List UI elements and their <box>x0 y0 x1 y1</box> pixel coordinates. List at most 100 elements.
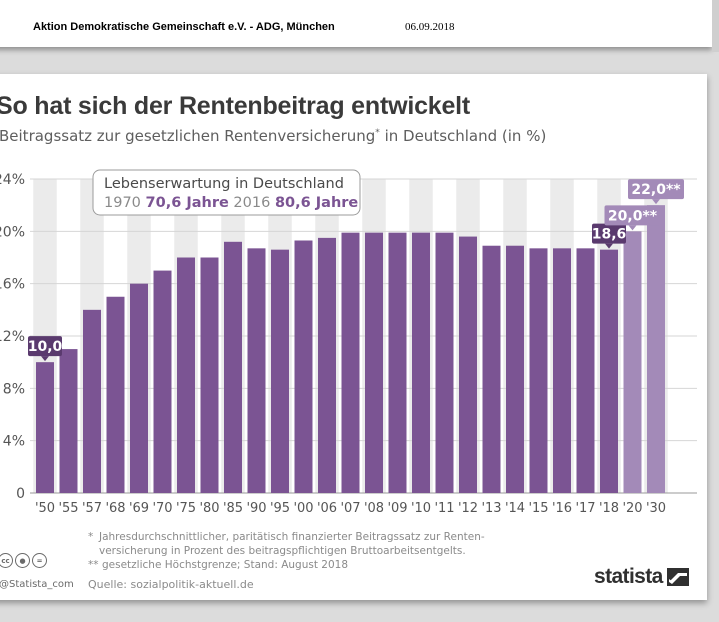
x-tick-label: '68 <box>105 501 125 516</box>
footnote-1: * Jahresdurchschnittlicher, paritätisch … <box>88 530 485 544</box>
footnote-mark: * <box>88 531 94 543</box>
bar <box>435 232 454 493</box>
value-label-pointer <box>628 225 637 231</box>
bar <box>647 205 665 493</box>
bar <box>130 283 148 493</box>
bar <box>106 296 125 493</box>
value-label-pointer <box>652 199 660 205</box>
bar <box>36 362 54 493</box>
x-tick-label: '50 <box>35 501 55 516</box>
x-tick-label: '70 <box>152 501 172 516</box>
y-axis: 0 4% 8% 12% 16% 20% 24% <box>0 172 25 502</box>
x-tick-label: '06 <box>317 501 337 516</box>
y-tick-label: 0 <box>16 486 25 502</box>
footnote-text: gesetzliche Höchstgrenze; Stand: August … <box>102 559 349 571</box>
value-labels: 10,0 18,6 20,0** 22,0** <box>28 179 684 362</box>
x-tick-label: '07 <box>340 501 360 516</box>
chart-subtitle-text: Beitragssatz zur gesetzlichen Rentenvers… <box>0 127 376 145</box>
footnote-continuation: versicherung in Prozent des beitragspfli… <box>99 545 466 557</box>
license-icons: cc ● = <box>0 553 47 568</box>
document-header-bar <box>0 0 712 47</box>
document-source: Aktion Demokratische Gemeinschaft e.V. -… <box>33 21 335 33</box>
footnote-mark: ** <box>88 559 99 571</box>
bar <box>224 241 242 493</box>
y-tick-label: 20% <box>0 224 25 240</box>
info-value: 80,6 Jahre <box>275 195 358 211</box>
footnote-2: ** gesetzliche Höchstgrenze; Stand: Augu… <box>88 558 485 572</box>
x-tick-label: '85 <box>223 501 243 516</box>
bar <box>271 249 289 493</box>
info-year: 1970 <box>104 195 146 211</box>
bar <box>294 240 313 493</box>
bar <box>200 257 219 493</box>
value-label-box <box>628 179 684 200</box>
x-tick-label: '90 <box>246 501 266 516</box>
value-label-box <box>592 223 626 244</box>
document-date: 06.09.2018 <box>405 21 455 33</box>
bar <box>177 257 195 493</box>
bar-chart: 04%8%12%16%20%24% '50'55'57'68'69'70'75'… <box>0 169 697 516</box>
x-tick-label: '16 <box>552 501 572 516</box>
footnote-text: Jahresdurchschnittlicher, paritätisch fi… <box>99 531 485 543</box>
bar <box>576 248 595 493</box>
bar <box>600 249 618 493</box>
value-label-box <box>28 336 62 357</box>
bar <box>459 236 477 494</box>
y-tick-label: 24% <box>0 172 25 188</box>
x-tick-label: '11 <box>434 501 454 516</box>
bar <box>623 231 642 493</box>
bar <box>388 232 407 493</box>
x-tick-label: '10 <box>411 501 431 516</box>
x-tick-label: '75 <box>176 501 196 516</box>
statista-logo[interactable]: statista <box>594 565 689 589</box>
value-label: 22,0** <box>631 182 681 198</box>
bar <box>365 232 383 493</box>
x-tick-label: '00 <box>293 501 313 516</box>
x-axis: '50'55'57'68'69'70'75'80'85'90'95'00'06 '… <box>35 501 666 516</box>
y-tick-label: 4% <box>3 434 25 450</box>
by-icon: ● <box>15 553 30 568</box>
chart-subtitle: Beitragssatz zur gesetzlichen Rentenvers… <box>0 127 546 145</box>
value-label: 18,6 <box>592 227 627 243</box>
info-box-title: Lebenserwartung in Deutschland <box>104 176 344 192</box>
chart-title: So hat sich der Rentenbeitrag entwickelt <box>0 92 471 120</box>
credit-handle: @Statista_com <box>0 579 74 590</box>
x-tick-label: '95 <box>270 501 290 516</box>
x-tick-label: '08 <box>364 501 384 516</box>
bars <box>36 205 665 494</box>
bar <box>506 245 524 493</box>
x-tick-label: '09 <box>387 501 407 516</box>
x-tick-label: '80 <box>199 501 219 516</box>
brand-wordmark: statista <box>594 565 663 588</box>
y-tick-label: 16% <box>0 277 25 293</box>
info-box-line: 1970 70,6 Jahre 2016 80,6 Jahre <box>104 195 358 211</box>
bar <box>59 349 78 493</box>
source-line: Quelle: sozialpolitik-aktuell.de <box>88 578 254 591</box>
x-tick-label: '14 <box>505 501 525 516</box>
bar <box>553 248 571 493</box>
page-edge <box>712 0 719 52</box>
value-label: 20,0** <box>608 208 658 224</box>
subtitle-footnote-mark: * <box>375 128 380 138</box>
value-label-pointer <box>41 356 49 362</box>
x-tick-label: '18 <box>599 501 619 516</box>
x-tick-label: '13 <box>481 501 501 516</box>
x-tick-label: '17 <box>575 501 595 516</box>
x-tick-label: '20 <box>622 501 642 516</box>
info-box: Lebenserwartung in Deutschland 1970 70,6 … <box>92 169 361 216</box>
footnotes: * Jahresdurchschnittlicher, paritätisch … <box>88 530 485 572</box>
statista-mark-icon <box>666 568 689 586</box>
bar <box>318 237 336 493</box>
value-label: 10,0 <box>28 339 63 355</box>
info-box-frame <box>92 169 361 216</box>
x-tick-label: '30 <box>646 501 666 516</box>
bar <box>153 270 172 493</box>
chart-subtitle-suffix: in Deutschland (in %) <box>384 127 547 145</box>
x-tick-label: '15 <box>528 501 548 516</box>
x-tick-label: '69 <box>129 501 149 516</box>
bar <box>482 245 501 493</box>
x-tick-label: '12 <box>458 501 478 516</box>
cc-icon: cc <box>0 553 13 568</box>
y-tick-label: 12% <box>0 329 25 345</box>
bar <box>341 232 360 493</box>
